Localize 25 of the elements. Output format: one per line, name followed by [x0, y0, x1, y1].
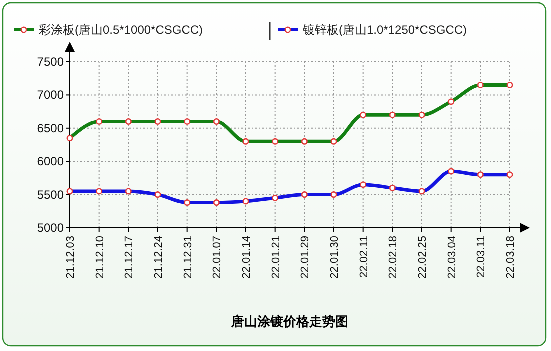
y-tick-label: 5500 — [37, 188, 64, 202]
x-tick-label: 22.03.11 — [476, 236, 488, 278]
x-tick-label: 22.02.25 — [417, 236, 429, 279]
x-tick-label: 22.02.11 — [358, 236, 370, 278]
x-tick-label: 21.12.17 — [124, 236, 136, 279]
x-tick-label: 22.01.14 — [241, 236, 253, 279]
x-tick-label: 22.03.18 — [505, 236, 517, 279]
y-tick-label: 7000 — [37, 88, 64, 102]
x-tick-label: 21.12.10 — [94, 236, 106, 279]
x-tick-label: 22.02.18 — [388, 236, 400, 279]
y-tick-label: 6500 — [37, 121, 64, 136]
x-tick-label: 22.03.04 — [446, 236, 458, 279]
text: 唐山涂镀价格走势图 — [230, 314, 348, 329]
y-tick-label: 6000 — [37, 154, 64, 169]
legend-label: 镀锌板(唐山1.0*1250*CSGCC) — [302, 23, 468, 37]
x-tick-label: 21.12.03 — [65, 236, 77, 279]
x-tick-label: 22.01.07 — [212, 236, 224, 279]
x-tick-label: 22.01.21 — [270, 236, 282, 279]
x-tick-label: 22.01.30 — [329, 236, 341, 279]
y-tick-label: 7500 — [37, 55, 64, 69]
legend-label: 彩涂板(唐山0.5*1000*CSGCC) — [39, 23, 204, 37]
y-tick-label: 5000 — [37, 221, 64, 235]
x-tick-label: 21.12.31 — [182, 236, 194, 279]
x-tick-label: 21.12.24 — [153, 236, 165, 279]
x-tick-label: 22.01.29 — [300, 236, 312, 279]
